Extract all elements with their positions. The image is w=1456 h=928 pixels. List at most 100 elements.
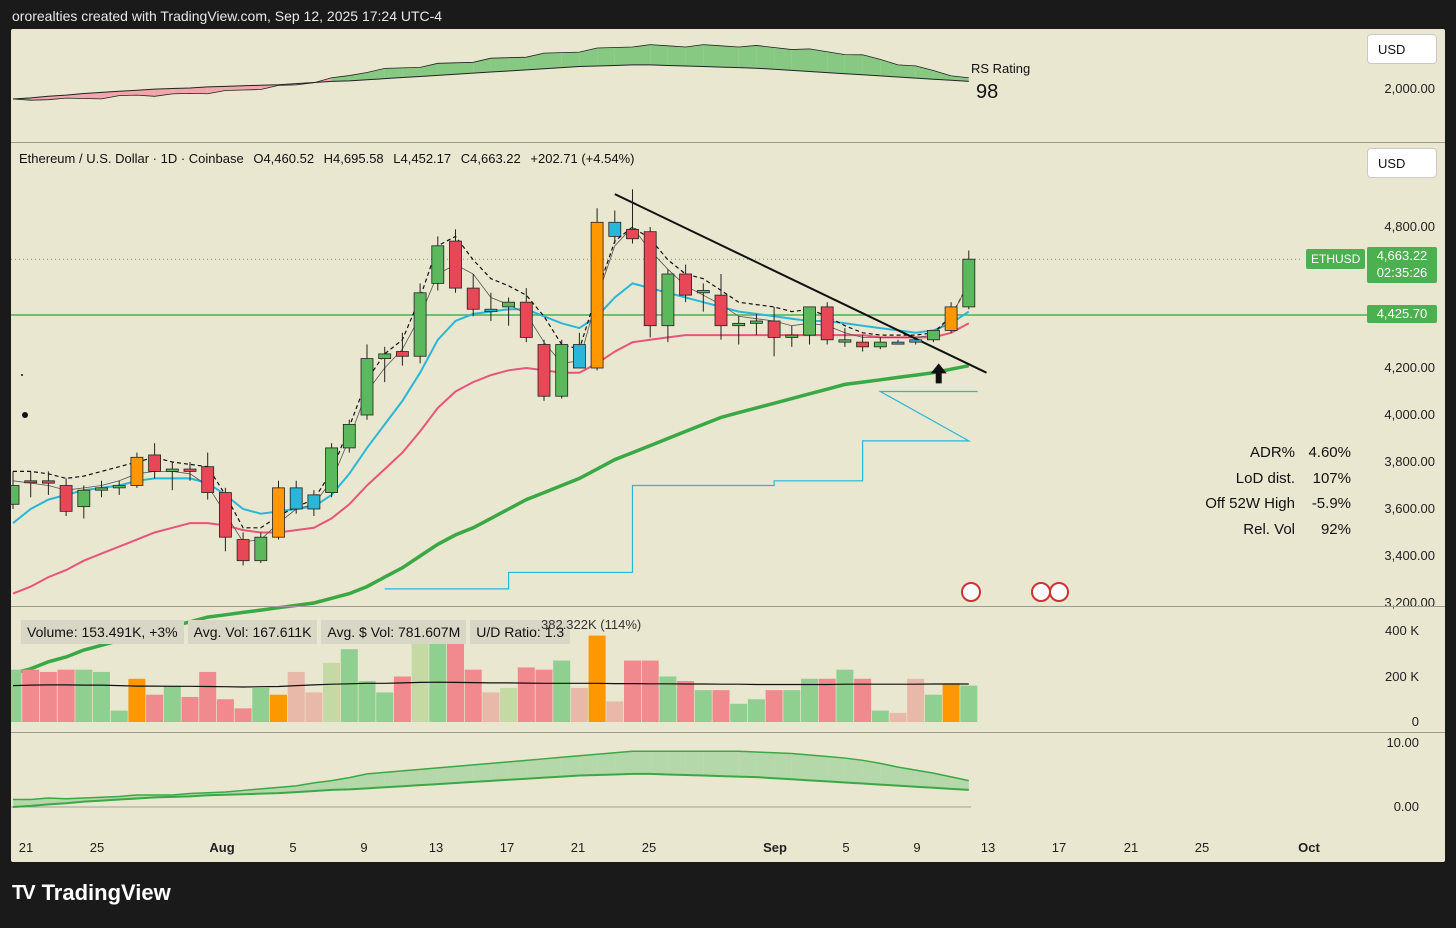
price-tick: 4,800.00 bbox=[1384, 219, 1435, 234]
rs-ma-line bbox=[12, 772, 969, 808]
rs-rating-fill bbox=[490, 57, 509, 73]
rs-fill bbox=[349, 773, 367, 790]
us-flag-icon[interactable] bbox=[1049, 582, 1069, 602]
rs-line-plot bbox=[11, 750, 971, 808]
marker-dot bbox=[22, 412, 28, 418]
time-tick: 25 bbox=[89, 840, 105, 855]
volume-bar bbox=[517, 667, 535, 722]
volume-bar bbox=[340, 649, 358, 722]
rs-fill bbox=[420, 767, 438, 786]
volume-bar bbox=[11, 669, 22, 722]
rs-fill bbox=[331, 777, 350, 790]
time-tick: 5 bbox=[842, 840, 850, 855]
candle bbox=[643, 231, 657, 327]
price-pane[interactable]: USD 4,800.00 4,200.00 4,000.00 3,800.00 3,60… bbox=[11, 143, 1445, 676]
candle bbox=[803, 306, 816, 336]
brand-name: TradingView bbox=[41, 880, 171, 905]
rs-line-pane[interactable]: 10.00 0.00 bbox=[11, 733, 1445, 828]
rs-rating-fill bbox=[756, 45, 775, 70]
rs-fill bbox=[791, 753, 810, 781]
volume-pane[interactable]: 400 K 200 K 0 bbox=[11, 607, 1445, 732]
us-flag-icon[interactable] bbox=[1031, 582, 1051, 602]
volume-tick: 0 bbox=[1411, 714, 1419, 729]
candle bbox=[519, 301, 533, 338]
volume-bar bbox=[889, 712, 907, 722]
volume-tick: 400 K bbox=[1385, 623, 1419, 638]
volume-bar bbox=[234, 708, 252, 722]
high-value: H4,695.58 bbox=[323, 151, 384, 166]
change-value: +202.71 (+4.54%) bbox=[530, 151, 635, 166]
volume-bar bbox=[358, 681, 376, 722]
pane-separator[interactable] bbox=[11, 606, 1445, 607]
price-tick: 4,000.00 bbox=[1384, 407, 1435, 422]
volume-bar bbox=[146, 694, 164, 722]
bar-countdown: 02:35:26 bbox=[1376, 265, 1428, 280]
candle bbox=[342, 423, 356, 449]
volume-bar bbox=[75, 669, 93, 722]
candle bbox=[944, 306, 958, 331]
rs-rating-fill bbox=[455, 62, 474, 75]
rs-fill bbox=[862, 760, 881, 785]
rs-rating-fill bbox=[827, 51, 845, 74]
price-plot bbox=[11, 189, 1371, 676]
candle bbox=[909, 339, 923, 343]
us-flag-icon[interactable] bbox=[961, 582, 981, 602]
candle bbox=[183, 468, 197, 472]
rs-fill bbox=[632, 751, 651, 774]
rs-fill bbox=[579, 754, 598, 776]
candle bbox=[732, 322, 746, 327]
rs-rating-fill bbox=[791, 48, 810, 72]
candle bbox=[838, 339, 852, 343]
rs-rating-fill bbox=[83, 92, 102, 99]
candle bbox=[679, 273, 692, 296]
rs-fill bbox=[667, 751, 686, 775]
rs-fill bbox=[880, 763, 898, 786]
rs-fill bbox=[544, 757, 562, 778]
rs-fill bbox=[313, 780, 332, 791]
volume-bar bbox=[500, 687, 518, 722]
volume-bar bbox=[553, 660, 571, 722]
volume-bar bbox=[22, 669, 40, 722]
rs-fill bbox=[13, 799, 31, 807]
candle bbox=[236, 539, 250, 562]
currency-select-top[interactable]: USD bbox=[1367, 34, 1437, 64]
candle bbox=[502, 301, 516, 308]
rs-rating-fill bbox=[243, 85, 261, 90]
rs-rating-fill bbox=[119, 90, 137, 96]
volume-legend[interactable]: Volume: 153.491K, +3% Avg. Vol: 167.611K… bbox=[21, 620, 571, 644]
candle bbox=[466, 287, 480, 310]
volume-bar bbox=[801, 678, 818, 722]
stop-level-line bbox=[384, 390, 978, 590]
ma-thin-line bbox=[12, 226, 970, 543]
volume-bar bbox=[252, 687, 270, 722]
candle bbox=[148, 454, 162, 472]
symbol-legend[interactable]: Ethereum / U.S. Dollar · 1D · Coinbase O… bbox=[19, 151, 640, 166]
rs-rating-fill bbox=[703, 44, 721, 68]
rs-rating-fill bbox=[101, 91, 120, 99]
pane-separator[interactable] bbox=[11, 732, 1445, 733]
rs-rating-pane[interactable]: USD 2,000.00 RS Rating 98 bbox=[11, 29, 1445, 142]
rs-rating-fill bbox=[473, 58, 491, 74]
volume-bar bbox=[393, 676, 411, 722]
volume-bar bbox=[836, 669, 854, 722]
time-tick: 21 bbox=[1123, 840, 1139, 855]
rs-rating-fill bbox=[544, 52, 562, 69]
volume-bar bbox=[570, 687, 588, 722]
rs-tick: 10.00 bbox=[1386, 735, 1419, 750]
currency-select-main[interactable]: USD bbox=[1367, 148, 1437, 178]
rs-fill bbox=[721, 751, 739, 777]
rs-rating-fill bbox=[508, 57, 527, 71]
chart-frame[interactable]: USD 2,000.00 RS Rating 98 USD 4,800.00 4,… bbox=[11, 29, 1445, 862]
candle bbox=[750, 320, 763, 324]
volume-bar bbox=[39, 671, 57, 722]
rs-fill bbox=[933, 773, 952, 789]
stat-label: LoD dist. bbox=[1235, 469, 1295, 487]
rs-rating-fill bbox=[172, 88, 190, 94]
candle bbox=[254, 536, 268, 562]
time-tick: 13 bbox=[980, 840, 996, 855]
candle bbox=[272, 487, 285, 538]
pane-separator[interactable] bbox=[11, 142, 1445, 143]
rs-price-tick: 2,000.00 bbox=[1384, 81, 1435, 96]
candle bbox=[431, 245, 445, 284]
ma-level-tag: 4,425.70 bbox=[1367, 305, 1437, 323]
